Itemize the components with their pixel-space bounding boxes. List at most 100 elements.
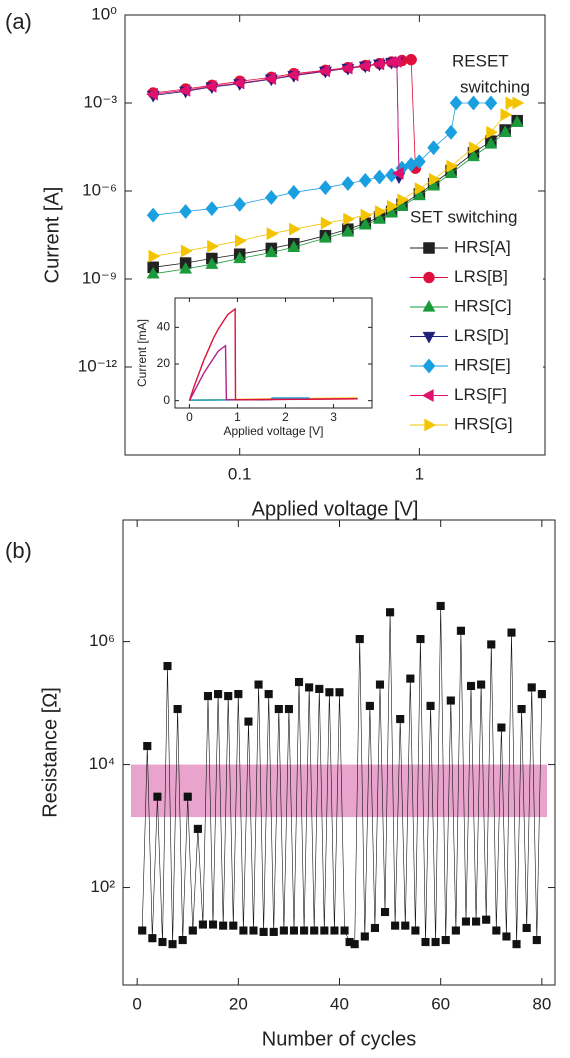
marker	[505, 96, 518, 110]
y-tick-label: 40	[157, 320, 171, 334]
x-tick-label: 0	[132, 994, 141, 1013]
marker	[444, 166, 458, 178]
marker	[294, 677, 304, 687]
marker	[484, 136, 498, 149]
marker	[391, 166, 404, 180]
marker	[146, 266, 160, 279]
marker	[259, 927, 268, 936]
marker	[467, 149, 480, 162]
band	[131, 764, 547, 818]
marker	[360, 208, 373, 222]
y-tick-label: 10⁻⁹	[82, 268, 117, 287]
y-tick-label: 10⁶	[89, 631, 115, 650]
marker	[138, 926, 147, 935]
x-tick-label: 1	[415, 464, 424, 483]
marker	[198, 920, 207, 929]
inset-frame	[174, 297, 373, 409]
marker	[264, 72, 276, 86]
marker	[537, 690, 546, 699]
legend-label: HRS[C]	[454, 296, 512, 315]
marker	[343, 212, 356, 226]
legend-marker	[422, 299, 436, 312]
marker	[341, 224, 355, 237]
legend-label: HRS[A]	[454, 237, 511, 256]
marker	[436, 601, 445, 611]
y-axis-label: Resistance [Ω]	[39, 687, 61, 818]
marker	[148, 249, 161, 263]
y-tick-label: 0	[163, 393, 170, 407]
x-tick-label: 40	[330, 994, 349, 1013]
marker	[179, 261, 193, 274]
series-line	[188, 307, 358, 401]
marker	[449, 95, 463, 111]
marker	[522, 923, 531, 933]
marker	[264, 189, 278, 206]
marker	[421, 937, 430, 947]
marker	[254, 680, 263, 689]
marker	[146, 207, 160, 223]
marker	[517, 704, 526, 714]
marker	[498, 125, 512, 137]
marker	[287, 184, 301, 200]
y-tick-label: 10⁻⁶	[82, 180, 117, 199]
marker	[507, 628, 516, 637]
marker	[249, 926, 258, 935]
legend-label: HRS[G]	[454, 414, 513, 433]
legend-label: HRS[E]	[454, 355, 511, 374]
marker	[335, 688, 344, 697]
marker	[391, 921, 400, 930]
marker	[373, 212, 387, 224]
marker	[233, 251, 247, 264]
marker	[300, 926, 309, 935]
legend-marker	[422, 331, 436, 344]
marker	[406, 674, 415, 683]
x-tick-label: 3	[330, 410, 337, 424]
annotation: RESET	[452, 51, 509, 70]
marker	[315, 684, 324, 693]
legend-marker	[422, 358, 436, 374]
marker	[372, 57, 385, 71]
marker	[148, 934, 157, 943]
marker	[486, 125, 499, 139]
marker	[446, 696, 455, 705]
marker	[284, 704, 293, 714]
y-tick-label: 10⁰	[91, 4, 117, 23]
marker	[264, 245, 278, 258]
marker	[234, 690, 243, 699]
marker	[178, 83, 191, 97]
y-tick-label: 20	[157, 356, 171, 370]
marker	[264, 690, 273, 699]
marker	[484, 95, 498, 111]
legend-label: LRS[F]	[454, 385, 507, 404]
marker	[286, 68, 299, 82]
marker	[374, 205, 387, 218]
marker	[358, 172, 372, 188]
marker	[158, 937, 167, 947]
marker	[365, 701, 374, 710]
marker	[428, 172, 441, 186]
x-tick-label: 20	[229, 994, 248, 1013]
marker	[318, 230, 332, 243]
marker	[396, 715, 405, 724]
marker	[497, 723, 506, 732]
x-tick-label: 0	[186, 410, 193, 424]
marker	[441, 935, 450, 945]
marker	[163, 662, 172, 671]
marker	[340, 61, 353, 75]
marker	[180, 244, 193, 258]
marker	[178, 935, 187, 945]
marker	[289, 926, 299, 935]
marker	[279, 926, 288, 935]
marker	[386, 608, 395, 617]
series-line	[141, 605, 543, 945]
marker	[168, 940, 177, 949]
marker	[358, 217, 372, 230]
marker	[472, 917, 481, 926]
marker	[451, 926, 460, 935]
marker	[232, 76, 245, 90]
marker	[397, 193, 410, 207]
marker	[466, 681, 476, 690]
y-axis-label: Current [mA]	[135, 319, 149, 387]
marker	[208, 920, 218, 929]
